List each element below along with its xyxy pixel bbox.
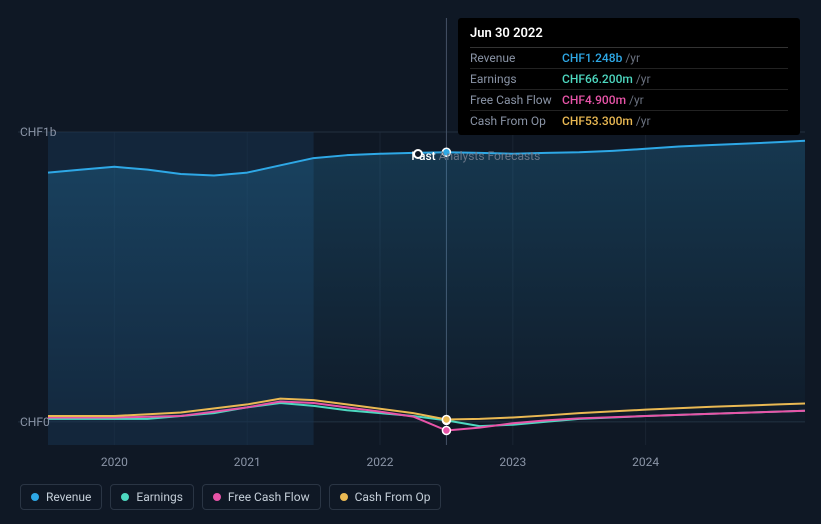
tooltip-row: EarningsCHF66.200m/yr: [470, 69, 788, 90]
tooltip-unit: /yr: [636, 72, 651, 86]
tooltip-metric-label: Free Cash Flow: [470, 93, 562, 107]
legend-dot-icon: [213, 493, 221, 501]
tooltip-metric-value: CHF4.900m: [562, 93, 626, 107]
tooltip-metric-value: CHF1.248b: [562, 51, 622, 65]
legend-label: Free Cash Flow: [228, 490, 310, 504]
tooltip-unit: /yr: [625, 51, 640, 65]
legend-dot-icon: [31, 493, 39, 501]
legend-item-earnings[interactable]: Earnings: [110, 484, 194, 510]
x-axis-label: 2024: [632, 455, 659, 469]
past-label: Past Analysts Forecasts: [411, 149, 540, 163]
x-axis-label: 2022: [367, 455, 394, 469]
x-axis-label: 2020: [101, 455, 128, 469]
tooltip-metric-label: Earnings: [470, 72, 562, 86]
legend-label: Earnings: [136, 490, 183, 504]
legend-dot-icon: [121, 493, 129, 501]
tooltip-row: Cash From OpCHF53.300m/yr: [470, 111, 788, 131]
legend-label: Cash From Op: [355, 490, 431, 504]
tooltip-metric-value: CHF53.300m: [562, 114, 633, 128]
x-axis-label: 2023: [499, 455, 526, 469]
marker-icon: [413, 149, 423, 159]
chart-tooltip: Jun 30 2022 RevenueCHF1.248b/yrEarningsC…: [458, 18, 800, 135]
tooltip-metric-label: Revenue: [470, 51, 562, 65]
x-axis-label: 2021: [234, 455, 261, 469]
tooltip-unit: /yr: [636, 114, 651, 128]
tooltip-row: RevenueCHF1.248b/yr: [470, 48, 788, 69]
tooltip-date: Jun 30 2022: [470, 26, 788, 48]
tooltip-unit: /yr: [629, 93, 644, 107]
legend-item-free-cash-flow[interactable]: Free Cash Flow: [202, 484, 321, 510]
tooltip-metric-label: Cash From Op: [470, 114, 562, 128]
legend-item-revenue[interactable]: Revenue: [20, 484, 102, 510]
legend-item-cash-from-op[interactable]: Cash From Op: [329, 484, 442, 510]
tooltip-row: Free Cash FlowCHF4.900m/yr: [470, 90, 788, 111]
tooltip-metric-value: CHF66.200m: [562, 72, 633, 86]
legend-dot-icon: [340, 493, 348, 501]
y-axis-label: CHF0: [20, 415, 50, 429]
legend-label: Revenue: [46, 490, 91, 504]
legend: Revenue Earnings Free Cash Flow Cash From O…: [20, 484, 441, 510]
y-axis-label: CHF1b: [20, 125, 57, 139]
financials-chart: CHF1b CHF0 2020 2021 2022 2023 2024 Past Anal…: [0, 0, 821, 524]
